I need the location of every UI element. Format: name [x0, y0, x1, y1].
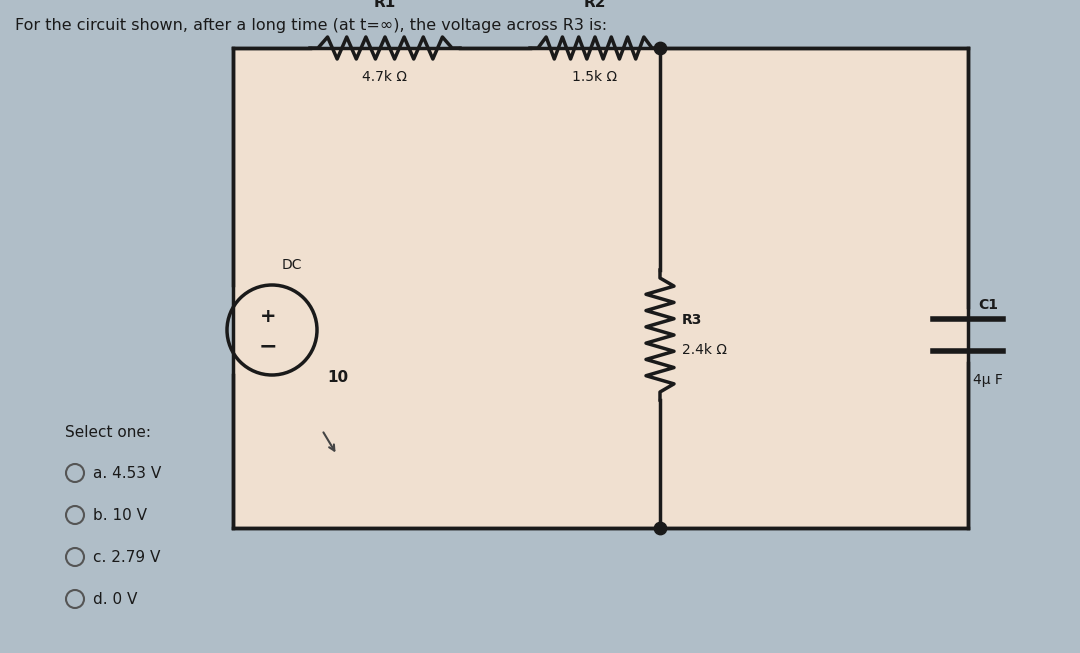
Text: −: − [259, 336, 278, 356]
Text: 2.4k Ω: 2.4k Ω [681, 343, 727, 357]
Text: C1: C1 [978, 298, 998, 312]
Text: b. 10 V: b. 10 V [93, 507, 147, 522]
Text: c. 2.79 V: c. 2.79 V [93, 550, 160, 564]
Text: 4.7k Ω: 4.7k Ω [363, 70, 407, 84]
Text: 1.5k Ω: 1.5k Ω [572, 70, 618, 84]
Text: 4μ F: 4μ F [973, 373, 1003, 387]
Text: d. 0 V: d. 0 V [93, 592, 137, 607]
Point [651, 523, 669, 534]
Text: R3: R3 [681, 313, 702, 327]
Text: 10: 10 [327, 370, 348, 385]
Text: a. 4.53 V: a. 4.53 V [93, 466, 161, 481]
Text: For the circuit shown, after a long time (at t=∞), the voltage across R3 is:: For the circuit shown, after a long time… [15, 18, 607, 33]
Text: +: + [260, 306, 276, 325]
Text: DC: DC [282, 258, 302, 272]
Bar [233, 48, 968, 528]
Text: R1: R1 [374, 0, 396, 10]
Text: R2: R2 [584, 0, 606, 10]
Text: Select one:: Select one: [65, 425, 151, 440]
Point [651, 43, 669, 54]
